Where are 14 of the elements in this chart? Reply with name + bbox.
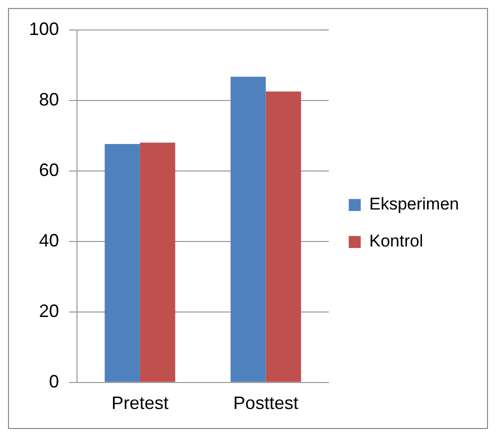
bar [266, 92, 302, 382]
legend-label: Kontrol [369, 232, 424, 251]
x-tick-label: Posttest [233, 393, 298, 414]
legend-label: Eksperimen [369, 194, 460, 214]
y-tick-label: 20 [39, 300, 60, 321]
y-tick-label: 100 [28, 18, 60, 39]
y-tick-label: 0 [49, 371, 60, 392]
y-tick-label: 60 [39, 160, 60, 180]
bar [140, 142, 176, 382]
bar [104, 144, 140, 382]
bar [230, 76, 266, 382]
y-tick-label: 80 [39, 89, 60, 110]
x-tick-label: Pretest [111, 393, 168, 414]
y-tick-label: 40 [39, 230, 60, 250]
